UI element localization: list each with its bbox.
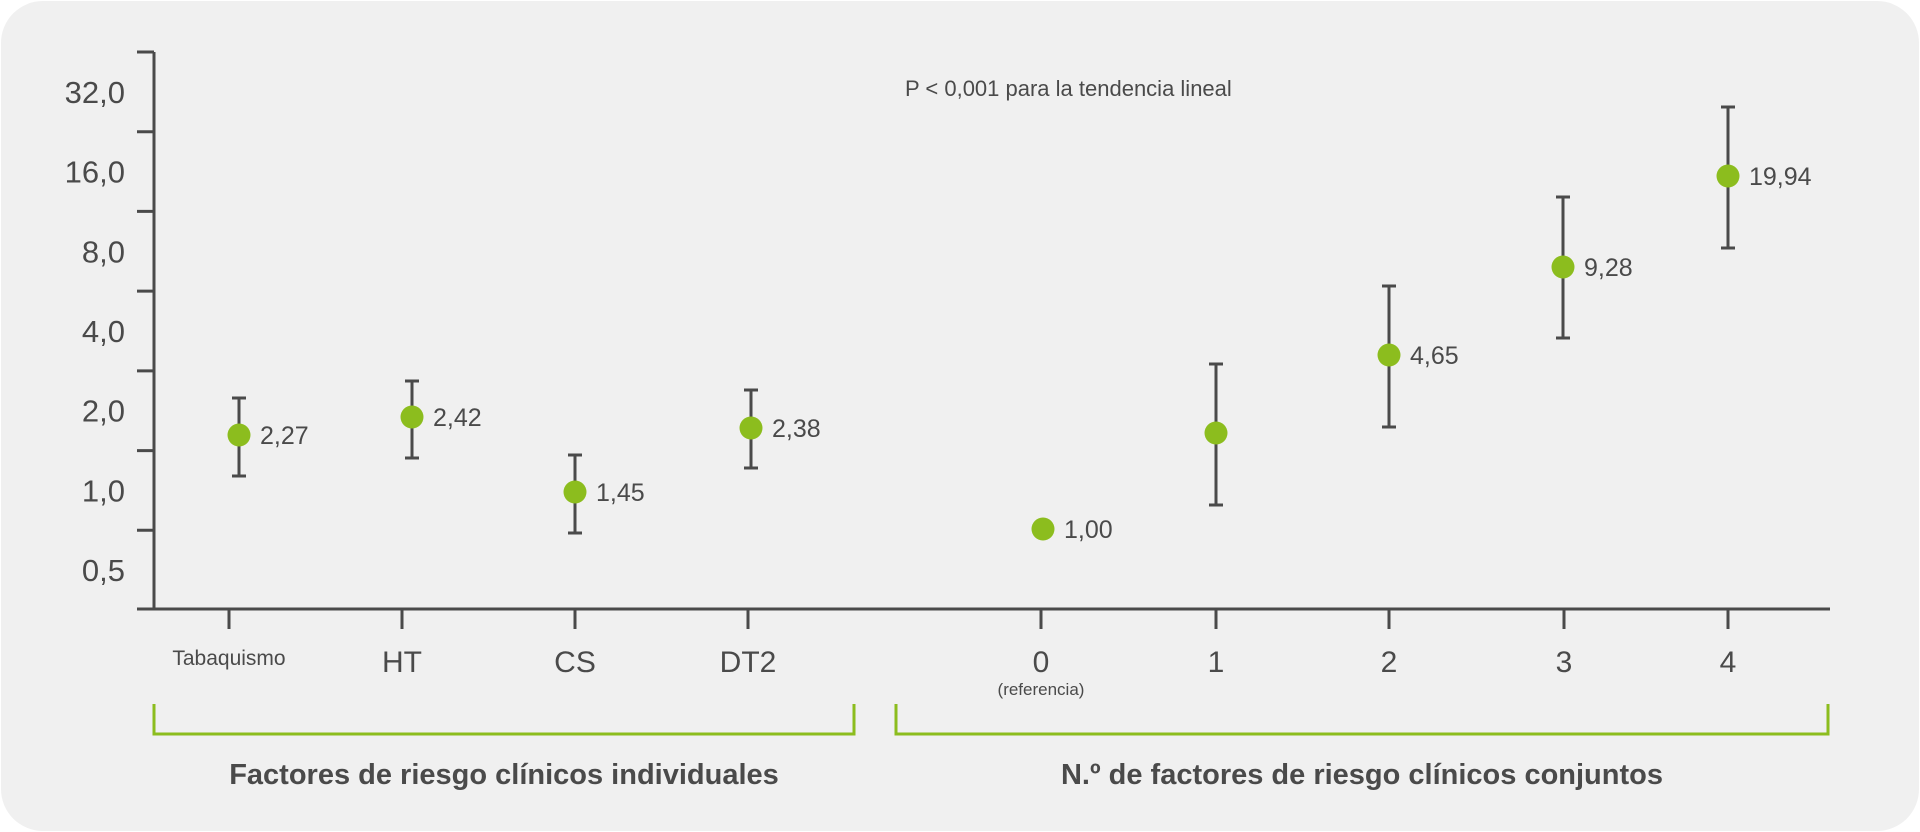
x-tick-sublabel: (referencia) [998,680,1085,699]
data-point-marker [739,416,763,440]
x-tick-label: 3 [1556,646,1573,679]
y-tick-label: 8,0 [82,234,125,269]
y-tick-label: 4,0 [82,314,125,349]
y-tick-label: 0,5 [82,553,125,588]
data-point-value-label: 4,65 [1410,342,1459,370]
group-brackets [152,704,1830,736]
data-point-marker [1031,517,1055,541]
group-label-combined: N.º de factores de riesgo clínicos conju… [1061,759,1663,791]
data-point-value-label: 2,38 [772,415,821,443]
x-tick-label: 2 [1381,646,1398,679]
group-bracket [152,704,856,736]
data-point-marker [1204,421,1228,445]
y-tick-label: 2,0 [82,394,125,429]
data-point-marker [563,480,587,504]
y-tick-label: 32,0 [65,75,125,110]
x-tick-label: 1 [1208,646,1225,679]
error-bars [232,105,1735,535]
group-label-individual: Factores de riesgo clínicos individuales [229,759,779,791]
value-labels: 2,27 2,42 1,45 2,38 1,00 4,65 9,28 19,94 [260,163,1812,544]
data-point-value-label: 2,27 [260,422,309,450]
y-tick-label: 16,0 [65,155,125,190]
data-point-marker [1716,164,1740,188]
x-tick-label: 4 [1720,646,1737,679]
group-bracket [894,704,1830,736]
data-point-value-label: 1,00 [1064,516,1113,544]
x-axis: Tabaquismo HT CS DT2 0(referencia) 1 2 3 4 [137,607,1830,699]
data-point-value-label: 19,94 [1749,163,1812,191]
x-tick-label: HT [382,646,422,679]
x-tick-label: Tabaquismo [172,647,285,670]
data-point-value-label: 1,45 [596,479,645,507]
y-axis: 32,0 16,0 8,0 4,0 2,0 1,0 0,5 [65,50,156,610]
group-labels: Factores de riesgo clínicos individuales… [229,759,1663,791]
trend-annotation: P < 0,001 para la tendencia lineal [905,76,1232,101]
data-point-marker [1551,255,1575,279]
y-tick-label: 1,0 [82,473,125,508]
data-points [227,164,1740,541]
data-point-value-label: 2,42 [433,404,482,432]
x-tick-label: DT2 [720,646,777,679]
x-tick-label: 0 [1033,646,1050,679]
data-point-marker [400,405,424,429]
data-point-marker [1377,343,1401,367]
x-tick-label: CS [554,646,596,679]
data-point-marker [227,423,251,447]
data-point-value-label: 9,28 [1584,254,1633,282]
